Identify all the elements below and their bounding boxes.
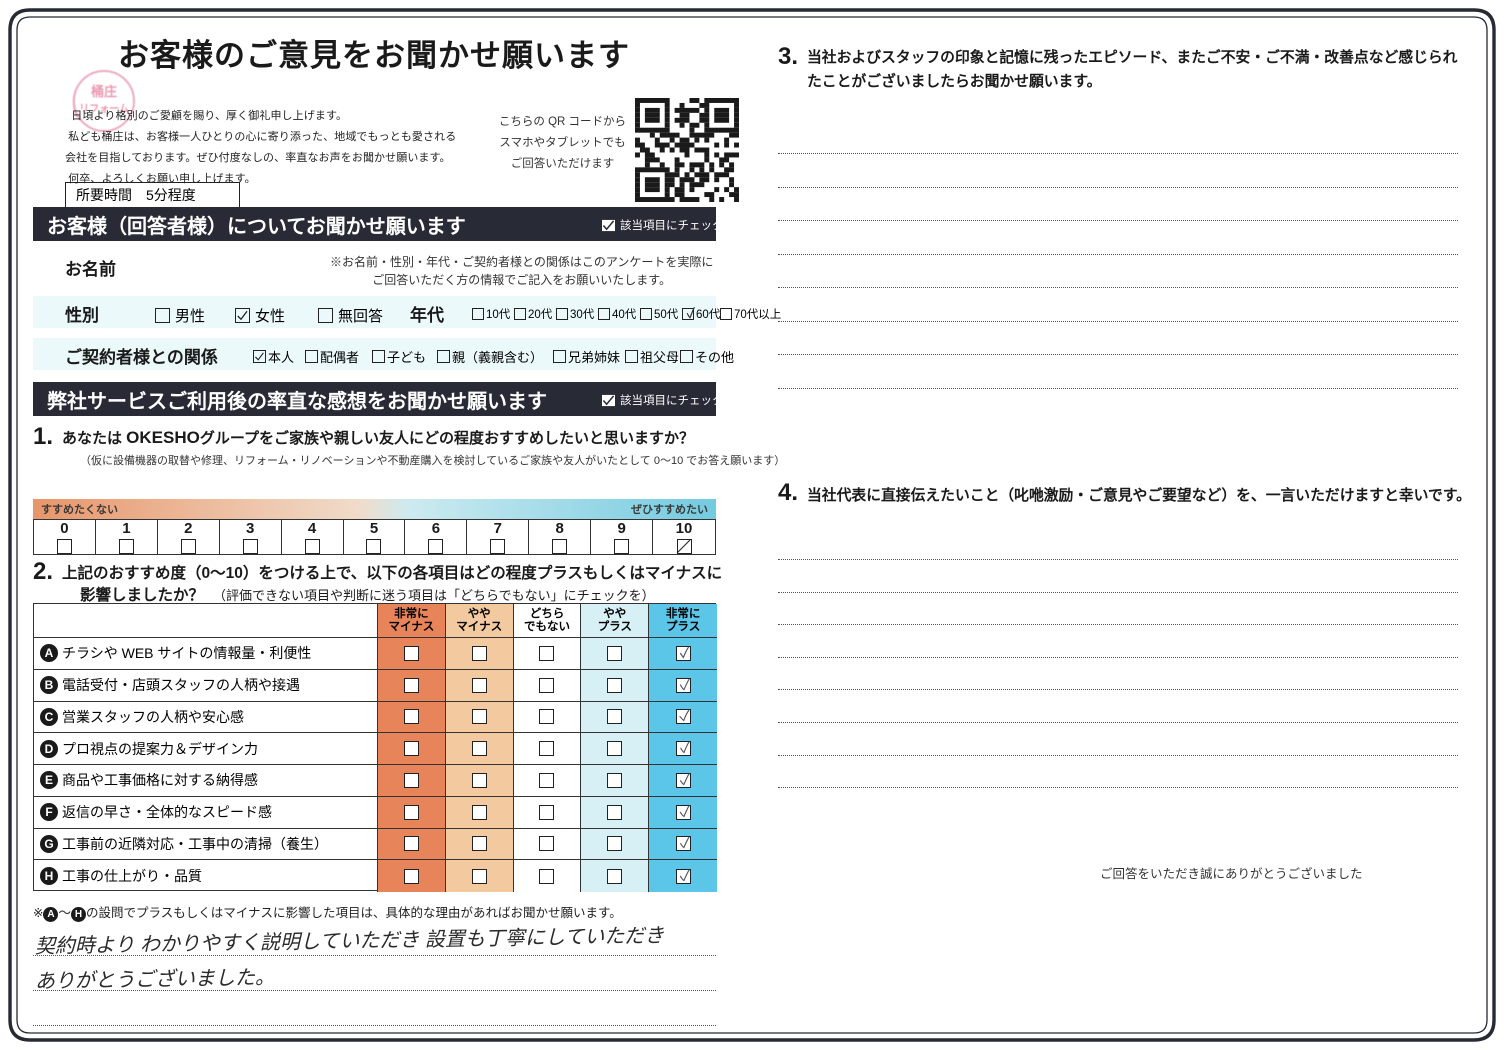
svg-text:契約時より わかりやすく説明していただき 設置も丁寧にしてい: 契約時より わかりやすく説明していただき 設置も丁寧にしていただき xyxy=(35,925,665,958)
svg-text:ありがとうございました。: ありがとうございました。 xyxy=(35,966,275,993)
svg-text:桶庄: 桶庄 xyxy=(90,84,117,99)
